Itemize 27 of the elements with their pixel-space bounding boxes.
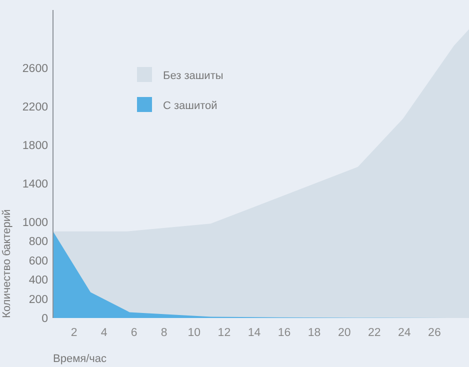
x-tick-label: 14 [248,327,262,339]
x-tick-label: 20 [338,327,351,339]
x-tick-label: 12 [218,327,231,339]
y-tick-label: 1400 [22,178,48,190]
x-tick-label: 26 [428,327,441,339]
y-tick-label: 2200 [22,101,48,114]
y-tick-label: 600 [28,255,48,268]
y-tick-label: 800 [28,236,48,248]
y-tick-label: 2600 [22,62,48,75]
x-tick-label: 2 [70,327,78,339]
x-tick-label: 16 [278,327,291,339]
y-tick-label: 1000 [22,216,48,229]
x-axis-title: Время/час [53,353,107,365]
legend-label: С зашитой [163,100,218,112]
x-tick-label: 24 [398,327,412,339]
legend-label: Без зашиты [163,70,224,82]
x-tick-label: 10 [188,327,201,339]
y-tick-label: 1800 [22,140,48,152]
x-tick-label: 6 [130,327,138,339]
y-tick-label: 0 [42,313,48,326]
x-tick-label: 18 [308,327,321,339]
x-tick-label: 8 [160,327,168,339]
y-tick-label: 400 [28,274,48,287]
y-axis-title: Количество бактерий [1,209,13,318]
x-tick-label: 4 [100,327,108,339]
x-tick-label: 22 [368,327,381,339]
y-tick-label: 200 [28,294,48,306]
